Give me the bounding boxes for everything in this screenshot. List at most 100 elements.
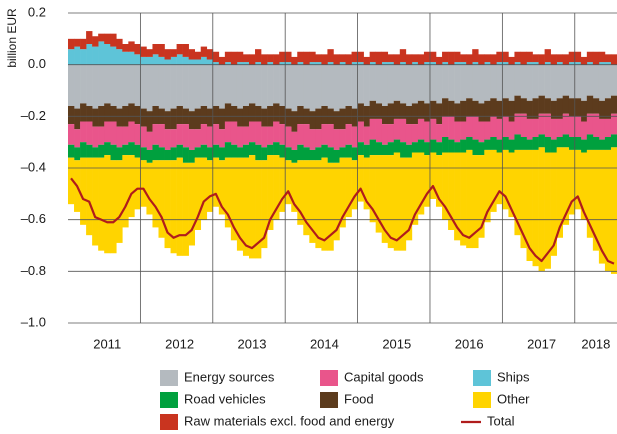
bar-segment bbox=[279, 106, 286, 125]
x-tick-label: 2014 bbox=[310, 336, 339, 351]
bar-segment bbox=[417, 54, 425, 65]
bar-segment bbox=[357, 62, 364, 65]
bar-segment bbox=[339, 62, 346, 65]
bar-segment bbox=[568, 149, 576, 215]
bar-segment bbox=[351, 160, 358, 210]
bar-segment bbox=[478, 54, 485, 65]
bar-segment bbox=[417, 152, 425, 215]
bar-segment bbox=[261, 160, 268, 249]
bar-segment bbox=[212, 62, 220, 65]
bar-segment bbox=[291, 149, 298, 163]
bar-segment bbox=[574, 116, 582, 137]
y-tick-label: –0.8 bbox=[21, 263, 46, 278]
bar-segment bbox=[267, 54, 274, 63]
bar-segment bbox=[508, 152, 515, 218]
bar-segment bbox=[351, 108, 358, 127]
bar-segment bbox=[339, 108, 346, 130]
bar-segment bbox=[580, 64, 588, 101]
bar-segment bbox=[345, 144, 352, 158]
bar-segment bbox=[182, 44, 189, 57]
bar-segment bbox=[484, 62, 491, 65]
bar-segment bbox=[411, 62, 419, 65]
bar-segment bbox=[86, 106, 93, 122]
bar-segment bbox=[188, 129, 195, 150]
bar-segment bbox=[315, 54, 322, 63]
bar-segment bbox=[297, 106, 304, 125]
bar-segment bbox=[327, 49, 334, 63]
bar-segment bbox=[375, 103, 383, 119]
legend-label: Raw materials excl. food and energy bbox=[184, 413, 395, 428]
bar-segment bbox=[514, 149, 521, 236]
legend-label: Road vehicles bbox=[184, 391, 266, 406]
bar-segment bbox=[544, 137, 551, 153]
bar-segment bbox=[442, 51, 449, 63]
bar-segment bbox=[327, 162, 334, 251]
bar-segment bbox=[514, 64, 521, 96]
bar-segment bbox=[448, 139, 455, 153]
bar-segment bbox=[218, 108, 226, 130]
bar-segment bbox=[128, 41, 135, 52]
bar-segment bbox=[128, 155, 135, 218]
bar-segment bbox=[514, 134, 521, 150]
bar-segment bbox=[74, 46, 81, 65]
bar-segment bbox=[381, 124, 389, 145]
bar-segment bbox=[152, 144, 159, 161]
bar-segment bbox=[230, 64, 238, 106]
y-tick-label: –1.0 bbox=[21, 314, 46, 329]
bar-segment bbox=[532, 98, 539, 119]
bar-segment bbox=[442, 152, 449, 220]
bar-segment bbox=[116, 126, 123, 148]
bar-segment bbox=[104, 121, 111, 143]
bar-segment bbox=[423, 155, 431, 207]
bar-segment bbox=[544, 98, 551, 114]
bar-segment bbox=[472, 155, 479, 249]
bar-segment bbox=[146, 49, 153, 57]
bar-segment bbox=[466, 149, 473, 249]
bar-segment bbox=[472, 116, 479, 140]
bar-segment bbox=[357, 121, 364, 143]
bar-segment bbox=[393, 54, 401, 65]
bar-segment bbox=[598, 149, 606, 264]
bar-segment bbox=[176, 54, 183, 65]
bar-segment bbox=[200, 157, 208, 220]
bar-segment bbox=[592, 113, 600, 137]
bar-segment bbox=[68, 49, 75, 65]
bar-segment bbox=[315, 64, 322, 109]
bar-segment bbox=[345, 157, 352, 218]
bar-segment bbox=[586, 134, 594, 150]
bar-segment bbox=[448, 116, 455, 140]
bar-segment bbox=[261, 108, 268, 127]
bar-segment bbox=[291, 162, 298, 212]
bar-segment bbox=[550, 100, 557, 119]
bar-segment bbox=[188, 149, 195, 163]
bar-segment bbox=[164, 149, 171, 161]
bar-segment bbox=[122, 51, 129, 65]
bar-segment bbox=[454, 121, 461, 143]
bar-segment bbox=[140, 126, 147, 148]
bar-segment bbox=[466, 116, 473, 137]
legend-label: Ships bbox=[497, 369, 530, 384]
bar-segment bbox=[387, 155, 395, 249]
bar-segment bbox=[116, 64, 123, 109]
bar-segment bbox=[369, 64, 376, 101]
total-line bbox=[70, 177, 615, 265]
bar-segment bbox=[297, 144, 304, 161]
bar-segment bbox=[285, 126, 292, 148]
bar-segment bbox=[152, 44, 159, 55]
bar-segment bbox=[574, 64, 582, 99]
bar-segment bbox=[586, 113, 594, 135]
bar-segment bbox=[74, 64, 81, 109]
bar-segment bbox=[104, 103, 111, 122]
y-tick-label: –0.4 bbox=[21, 159, 46, 174]
bar-segment bbox=[194, 64, 202, 109]
bar-segment bbox=[116, 160, 123, 243]
bar-segment bbox=[98, 157, 105, 251]
bar-segment bbox=[291, 56, 298, 65]
bar-segment bbox=[230, 144, 238, 158]
bar-segment bbox=[86, 157, 93, 236]
bar-segment bbox=[405, 106, 413, 125]
bar-segment bbox=[170, 56, 177, 65]
bar-segment bbox=[188, 64, 195, 112]
bar-segment bbox=[574, 62, 582, 65]
bar-segment bbox=[248, 121, 256, 143]
